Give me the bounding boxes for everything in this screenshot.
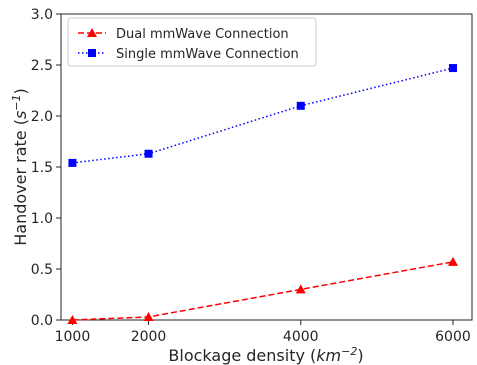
y-tick-label: 2.5 (31, 58, 53, 74)
data-point (144, 149, 153, 158)
x-tick-label: 6000 (435, 329, 471, 345)
x-tick-label: 2000 (131, 329, 167, 345)
series-layer (67, 64, 458, 324)
legend: Dual mmWave Connection Single mmWave Conn… (67, 17, 317, 67)
y-tick-label: 1.5 (31, 160, 53, 176)
y-tick-label: 0.5 (31, 262, 53, 278)
series-1 (67, 256, 458, 324)
y-tick-label: 0.0 (31, 313, 53, 329)
y-tick-label: 3.0 (31, 7, 53, 23)
x-tick-label: 1000 (55, 329, 91, 345)
legend-marker (88, 49, 96, 57)
series-line (72, 67, 454, 164)
data-point (143, 311, 154, 321)
y-axis-label: Handover rate (s−1) (10, 88, 31, 246)
data-point (295, 284, 306, 294)
data-point (447, 256, 458, 266)
series-2 (68, 64, 457, 167)
legend-label: Single mmWave Connection (116, 47, 299, 62)
x-tick-label: 4000 (283, 329, 319, 345)
y-tick-label: 1.0 (31, 211, 53, 227)
legend-frame (67, 17, 317, 67)
data-point (68, 158, 77, 167)
data-point (67, 315, 78, 324)
series-line (72, 261, 454, 321)
legend-label: Dual mmWave Connection (116, 27, 289, 42)
y-axis-ticks: 0.0 0.5 1.0 1.5 2.0 2.5 3.0 (31, 7, 61, 329)
y-tick-label: 2.0 (31, 109, 53, 125)
x-axis-ticks: 1000 2000 4000 6000 (55, 320, 471, 345)
data-point (296, 101, 305, 110)
data-point (448, 64, 457, 73)
x-axis-label: Blockage density (km−2) (168, 345, 363, 365)
legend-marker (87, 28, 97, 37)
